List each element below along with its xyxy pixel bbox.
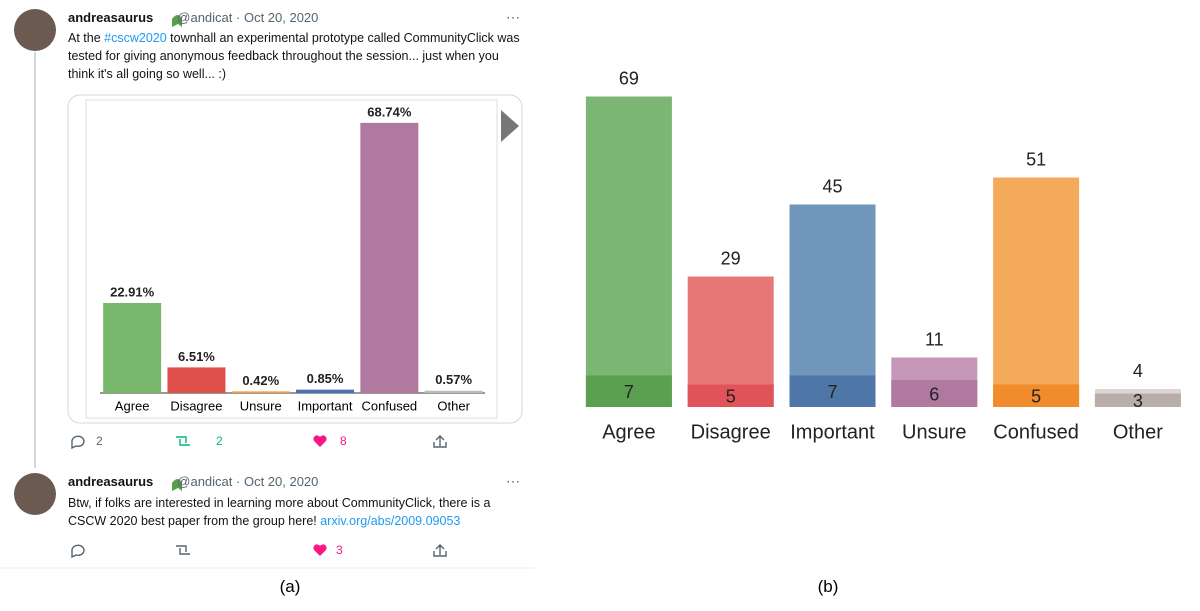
value-label: 5 — [1031, 387, 1041, 407]
value-label: 69 — [619, 68, 639, 88]
x-tick-label: Unsure — [240, 398, 282, 413]
x-tick-label: Unsure — [902, 421, 966, 443]
value-label: 51 — [1026, 149, 1046, 169]
next-arrow[interactable] — [501, 110, 519, 142]
bar — [585, 96, 672, 407]
share-icon[interactable] — [433, 544, 447, 557]
retweet-icon[interactable] — [176, 436, 190, 446]
bar — [585, 375, 672, 407]
emoji — [172, 479, 182, 491]
bar — [993, 177, 1080, 407]
tweet-text: At the #cscw2020 townhall an experimenta… — [68, 29, 523, 83]
value-label: 45 — [822, 176, 842, 196]
reply-icon[interactable] — [71, 435, 85, 450]
value-label: 6.51% — [178, 349, 215, 364]
x-tick-label: Disagree — [691, 421, 771, 443]
hashtag[interactable]: #cscw2020 — [104, 31, 167, 45]
avatar[interactable] — [14, 473, 56, 515]
reply-icon[interactable] — [71, 544, 85, 559]
like-count: 8 — [340, 434, 347, 448]
bar — [789, 204, 876, 407]
emoji — [172, 15, 182, 27]
bar — [103, 302, 162, 393]
retweet-icon[interactable] — [176, 545, 190, 555]
caption: (a) — [279, 577, 301, 596]
user-name[interactable]: andreasaurus — [68, 474, 154, 489]
value-label: 0.42% — [242, 373, 279, 388]
reply-count: 2 — [96, 434, 103, 448]
like-count: 3 — [336, 543, 343, 557]
avatar[interactable] — [14, 9, 56, 51]
value-label: 6 — [929, 384, 939, 404]
link[interactable]: arxiv.org/abs/2009.09053 — [320, 514, 461, 528]
x-tick-label: Agree — [602, 421, 655, 443]
x-tick-label: Confused — [362, 398, 418, 413]
date[interactable]: Oct 20, 2020 — [243, 10, 319, 25]
x-tick-label: Disagree — [170, 398, 222, 413]
tweet-text: Btw, if folks are interested in learning… — [68, 494, 523, 530]
tweet-header: andreasaurus @andicat · Oct 20, 2020 — [68, 10, 319, 25]
handle[interactable]: @andicat — [177, 474, 233, 489]
bar — [360, 122, 419, 393]
more-icon[interactable]: ··· — [506, 9, 520, 25]
x-tick-label: Other — [1113, 421, 1163, 443]
handle[interactable]: @andicat — [177, 10, 233, 25]
value-label: 3 — [1133, 391, 1143, 411]
like-icon[interactable] — [313, 544, 327, 556]
x-tick-label: Important — [298, 398, 353, 413]
tweet-header: andreasaurus @andicat · Oct 20, 2020 — [68, 474, 319, 489]
x-tick-label: Other — [437, 398, 470, 413]
bar — [891, 380, 978, 407]
bar — [789, 375, 876, 407]
user-name[interactable]: andreasaurus — [68, 10, 154, 25]
bar — [167, 367, 226, 393]
text: Btw, if folks are interested in learning… — [68, 496, 491, 528]
value-label: 22.91% — [110, 284, 155, 299]
bar — [231, 391, 290, 393]
value-label: 68.74% — [367, 104, 412, 119]
text: townhall an experimental prototype calle… — [68, 31, 520, 81]
like-icon[interactable] — [313, 435, 327, 447]
text: At the — [68, 31, 105, 45]
date[interactable]: Oct 20, 2020 — [243, 474, 319, 489]
bar — [296, 389, 355, 393]
value-label: 0.57% — [435, 372, 472, 387]
share-icon[interactable] — [433, 435, 447, 448]
bar — [1094, 393, 1181, 407]
value-label: 7 — [827, 382, 837, 402]
caption: (b) — [817, 577, 839, 596]
value-label: 11 — [925, 329, 944, 349]
bar — [424, 390, 483, 393]
retweet-count: 2 — [216, 434, 223, 448]
value-label: 7 — [624, 382, 634, 402]
x-tick-label: Confused — [993, 421, 1079, 443]
value-label: 4 — [1133, 361, 1143, 381]
bar — [993, 384, 1080, 407]
value-label: 0.85% — [307, 371, 344, 386]
value-label: 29 — [721, 248, 741, 268]
value-label: 5 — [726, 387, 736, 407]
x-tick-label: Agree — [115, 398, 150, 413]
x-tick-label: Important — [790, 421, 875, 443]
more-icon[interactable]: ··· — [506, 473, 520, 489]
bar — [687, 384, 774, 407]
